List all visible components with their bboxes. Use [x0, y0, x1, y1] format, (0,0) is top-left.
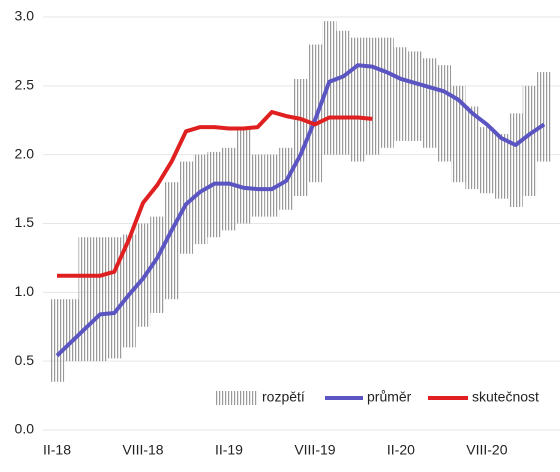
- y-tick-label: 0.5: [15, 352, 35, 368]
- range-bar: [64, 299, 79, 362]
- legend-label: průměr: [367, 389, 412, 405]
- range-bar: [207, 151, 222, 238]
- range-bar: [393, 47, 409, 141]
- range-bar: [250, 154, 265, 217]
- range-bar: [107, 237, 122, 359]
- range-bar: [451, 85, 466, 183]
- x-tick-label: II-20: [387, 442, 415, 458]
- line: [57, 110, 373, 278]
- x-tick-label: VIII-20: [466, 442, 507, 458]
- range-bar: [221, 147, 237, 231]
- range-bar: [408, 51, 423, 141]
- range-bar: [379, 37, 394, 148]
- range-bar: [479, 127, 495, 194]
- range-bar: [164, 182, 179, 300]
- range-bar: [236, 127, 251, 224]
- range-bar: [522, 85, 538, 196]
- x-tick-label: II-19: [215, 442, 243, 458]
- range-bar: [537, 72, 552, 162]
- y-tick-label: 1.5: [15, 214, 35, 230]
- range-bar: [422, 58, 437, 148]
- range-bar: [508, 113, 523, 207]
- range-bar: [307, 44, 323, 183]
- range-bar: [494, 134, 509, 199]
- range-bar: [465, 106, 480, 190]
- range-bar: [436, 65, 452, 162]
- x-tick-label: VIII-18: [122, 442, 163, 458]
- legend-swatch: [215, 391, 257, 405]
- line: [55, 63, 546, 358]
- y-tick-label: 2.5: [15, 77, 35, 93]
- range-bar: [92, 237, 108, 362]
- range-bar: [365, 37, 380, 155]
- range-bar: [264, 154, 280, 217]
- range-bar: [78, 237, 93, 362]
- range-bar: [322, 21, 337, 155]
- range-bar: [336, 30, 351, 155]
- range-bar: [49, 299, 65, 382]
- range-bar: [121, 234, 136, 348]
- range-bar: [150, 216, 165, 313]
- x-tick-label: VIII-19: [294, 442, 335, 458]
- y-tick-label: 2.0: [15, 145, 35, 161]
- y-tick-label: 1.0: [15, 283, 35, 299]
- legend-label: rozpětí: [262, 389, 305, 405]
- range-bar: [350, 37, 366, 162]
- y-tick-label: 0.0: [15, 421, 35, 437]
- x-tick-label: II-18: [43, 442, 71, 458]
- legend-label: skutečnost: [472, 389, 539, 405]
- y-tick-label: 3.0: [15, 8, 35, 24]
- range-bar: [293, 78, 308, 196]
- range-bar: [193, 154, 208, 245]
